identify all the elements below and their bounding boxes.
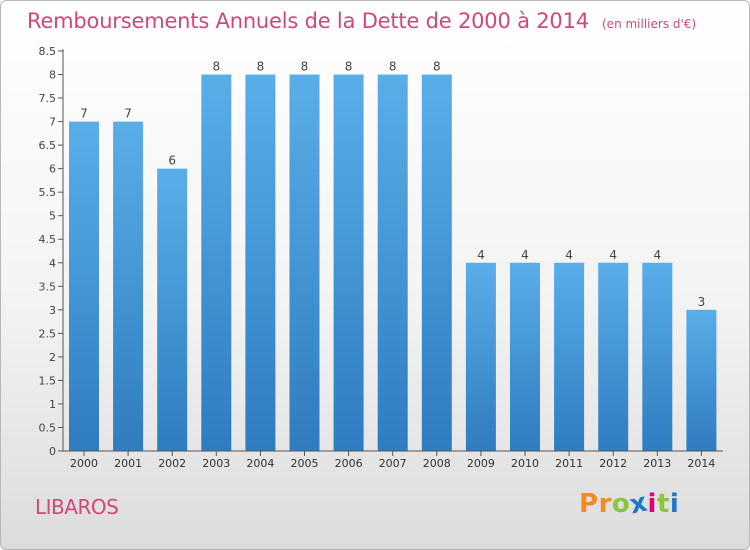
x-tick-label: 2005	[291, 457, 319, 470]
x-tick-label: 2010	[511, 457, 539, 470]
data-label: 6	[168, 154, 176, 168]
y-tick-label: 6.5	[39, 139, 57, 152]
data-label: 8	[433, 60, 441, 74]
bar	[465, 262, 496, 451]
bar	[642, 262, 673, 451]
data-label: 4	[521, 248, 529, 262]
logo-letter: i	[669, 489, 680, 519]
y-tick-label: 5.5	[39, 186, 57, 199]
chart-title: Remboursements Annuels de la Dette de 20…	[27, 9, 589, 33]
y-tick-label: 3.5	[39, 280, 57, 293]
x-tick-label: 2012	[599, 457, 627, 470]
bar	[598, 262, 629, 451]
data-label: 4	[653, 248, 661, 262]
y-tick-label: 3	[49, 304, 56, 317]
proxiti-logo: Proxiti	[579, 488, 680, 521]
logo-letter: i	[647, 489, 657, 519]
commune-name: LIBAROS	[35, 495, 119, 519]
x-tick-label: 2013	[643, 457, 671, 470]
bar	[245, 74, 276, 451]
data-label: 8	[301, 60, 309, 74]
title-row: Remboursements Annuels de la Dette de 20…	[27, 9, 696, 33]
x-tick-label: 2011	[555, 457, 583, 470]
bar	[686, 309, 717, 451]
logo-letter: t	[656, 489, 670, 519]
y-tick-label: 1.5	[39, 374, 57, 387]
bar	[510, 262, 540, 451]
y-tick-label: 0	[49, 445, 56, 458]
y-tick-label: 8.5	[39, 45, 57, 58]
data-label: 4	[609, 248, 617, 262]
data-label: 4	[565, 248, 573, 262]
y-tick-label: 4.5	[39, 233, 57, 246]
y-tick-label: 8	[49, 69, 56, 82]
x-tick-label: 2008	[423, 457, 451, 470]
bar	[157, 168, 188, 451]
bar	[333, 74, 364, 451]
bar	[113, 121, 144, 452]
data-label: 8	[345, 60, 353, 74]
x-tick-label: 2001	[114, 457, 142, 470]
y-tick-label: 2	[49, 351, 56, 364]
x-tick-label: 2006	[335, 457, 363, 470]
y-tick-label: 4	[49, 257, 56, 270]
y-tick-label: 7	[49, 116, 56, 129]
x-tick-label: 2003	[202, 457, 230, 470]
x-tick-label: 2000	[70, 457, 98, 470]
y-tick-label: 2.5	[39, 327, 57, 340]
x-tick-label: 2014	[687, 457, 715, 470]
logo-letter: o	[611, 489, 631, 519]
y-tick-label: 7.5	[39, 92, 57, 105]
x-tick-label: 2007	[379, 457, 407, 470]
data-label: 8	[257, 60, 265, 74]
data-label: 7	[124, 107, 132, 121]
x-tick-label: 2009	[467, 457, 495, 470]
logo-letter: P	[579, 489, 599, 519]
y-tick-label: 0.5	[39, 421, 57, 434]
bar	[69, 121, 99, 452]
logo-letter: r	[598, 489, 612, 519]
bar	[554, 262, 585, 451]
data-label: 4	[477, 248, 485, 262]
data-label: 8	[389, 60, 397, 74]
plot-area: 0 0.5 1 1.5 2 2.5 3 3.5 4 4.5 5 5.5 6 6.5 7 7.5 8 8.5 7 200…	[39, 45, 723, 470]
x-tick-label: 2002	[158, 457, 186, 470]
chart-subtitle: (en milliers d'€)	[602, 17, 697, 31]
data-label: 3	[698, 295, 706, 309]
y-tick-label: 1	[49, 398, 56, 411]
bar	[201, 74, 232, 451]
bar	[421, 74, 452, 451]
y-tick-label: 5	[49, 210, 56, 223]
data-label: 7	[80, 107, 88, 121]
bar	[289, 74, 320, 451]
x-tick-label: 2004	[246, 457, 274, 470]
bar	[377, 74, 408, 451]
data-label: 8	[212, 60, 220, 74]
y-tick-label: 6	[49, 163, 56, 176]
